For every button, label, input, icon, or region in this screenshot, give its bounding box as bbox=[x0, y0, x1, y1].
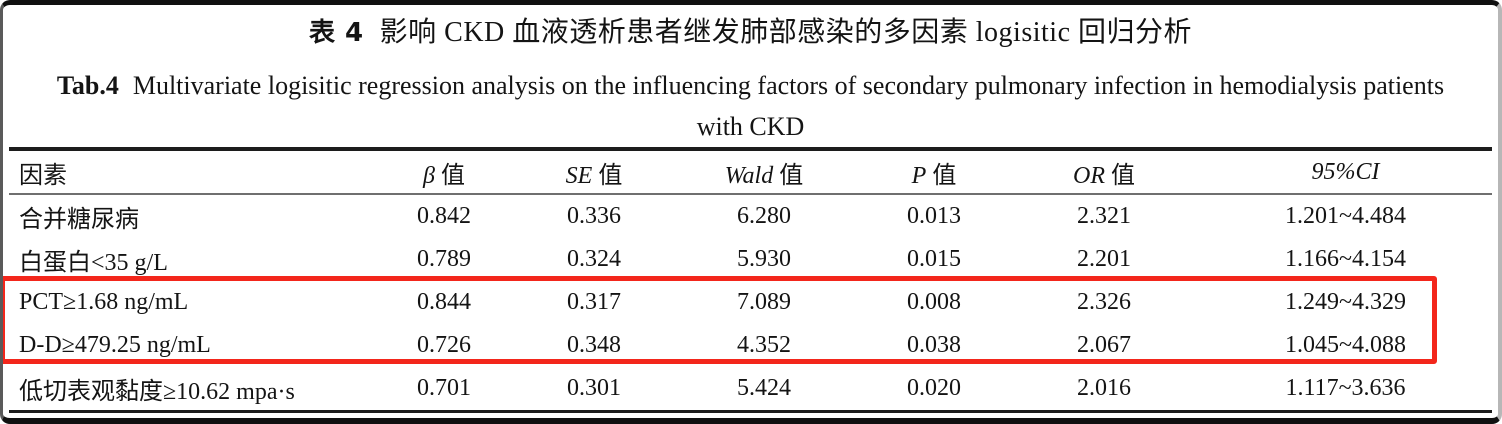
cell-se: 0.301 bbox=[567, 375, 621, 401]
column-header-beta-label: 值 bbox=[434, 162, 465, 189]
cell-ci: 1.201~4.484 bbox=[1285, 203, 1406, 229]
column-header-wald: Wald 值 bbox=[669, 149, 859, 195]
cell-se: 0.324 bbox=[567, 246, 621, 272]
column-header-se-symbol: SE bbox=[565, 162, 593, 189]
table-row: 白蛋白<35 g/L 0.789 0.324 5.930 0.015 2.201… bbox=[9, 238, 1492, 281]
column-header-ci-symbol: 95%CI bbox=[1311, 158, 1380, 185]
table-caption-en-text: Multivariate logisitic regression analys… bbox=[132, 71, 1445, 100]
column-header-or-label: 值 bbox=[1105, 162, 1135, 189]
table-number-zh: 表 4 bbox=[309, 18, 364, 48]
column-header-factor-label: 因素 bbox=[19, 162, 67, 189]
column-header-p-label: 值 bbox=[926, 162, 957, 189]
column-header-p: P 值 bbox=[859, 149, 1009, 195]
cell-p: 0.020 bbox=[907, 375, 961, 401]
cell-factor: PCT≥1.68 ng/mL bbox=[19, 289, 189, 315]
cell-p: 0.008 bbox=[907, 289, 961, 315]
column-header-ci: 95%CI bbox=[1199, 149, 1492, 195]
cell-or: 2.326 bbox=[1077, 289, 1131, 315]
cell-or: 2.067 bbox=[1077, 332, 1131, 358]
cell-wald: 4.352 bbox=[737, 332, 791, 358]
column-header-se: SE 值 bbox=[519, 149, 669, 195]
cell-beta: 0.726 bbox=[417, 332, 471, 358]
regression-table: 因素 β 值 SE 值 Wald 值 P 值 OR 值 95%CI 合并糖尿病 … bbox=[9, 147, 1492, 413]
cell-ci: 1.045~4.088 bbox=[1285, 332, 1406, 358]
cell-p: 0.015 bbox=[907, 246, 961, 272]
cell-factor: 低切表观黏度≥10.62 mpa·s bbox=[19, 379, 295, 405]
column-header-or: OR 值 bbox=[1009, 149, 1199, 195]
cell-ci: 1.249~4.329 bbox=[1285, 289, 1406, 315]
cell-beta: 0.701 bbox=[417, 375, 471, 401]
table-caption-en-line2: with CKD bbox=[696, 112, 805, 141]
table-caption-en: Tab.4 Multivariate logisitic regression a… bbox=[3, 71, 1498, 101]
column-header-se-label: 值 bbox=[592, 162, 623, 189]
table-row-highlighted: PCT≥1.68 ng/mL 0.844 0.317 7.089 0.008 2… bbox=[9, 281, 1492, 324]
column-header-or-symbol: OR bbox=[1073, 162, 1105, 189]
cell-or: 2.016 bbox=[1077, 375, 1131, 401]
cell-wald: 6.280 bbox=[737, 203, 791, 229]
table-row: 低切表观黏度≥10.62 mpa·s 0.701 0.301 5.424 0.0… bbox=[9, 367, 1492, 412]
column-header-factor: 因素 bbox=[9, 149, 369, 195]
cell-wald: 5.930 bbox=[737, 246, 791, 272]
column-header-p-symbol: P bbox=[911, 162, 927, 189]
table-header-row: 因素 β 值 SE 值 Wald 值 P 值 OR 值 95%CI bbox=[9, 149, 1492, 195]
column-header-wald-symbol: Wald bbox=[724, 162, 774, 189]
cell-beta: 0.842 bbox=[417, 203, 471, 229]
cell-or: 2.201 bbox=[1077, 246, 1131, 272]
cell-beta: 0.844 bbox=[417, 289, 471, 315]
cell-ci: 1.166~4.154 bbox=[1285, 246, 1406, 272]
column-header-beta: β 值 bbox=[369, 149, 519, 195]
cell-wald: 5.424 bbox=[737, 375, 791, 401]
cell-se: 0.336 bbox=[567, 203, 621, 229]
table-caption-zh: 表 4 影响 CKD 血液透析患者继发肺部感染的多因素 logisitic 回归分… bbox=[3, 17, 1498, 49]
cell-beta: 0.789 bbox=[417, 246, 471, 272]
table-number-en: Tab.4 bbox=[56, 71, 119, 100]
cell-p: 0.013 bbox=[907, 203, 961, 229]
cell-se: 0.348 bbox=[567, 332, 621, 358]
table-row-highlighted: D-D≥479.25 ng/mL 0.726 0.348 4.352 0.038… bbox=[9, 324, 1492, 367]
cell-p: 0.038 bbox=[907, 332, 961, 358]
cell-se: 0.317 bbox=[567, 289, 621, 315]
column-header-beta-symbol: β bbox=[423, 162, 435, 189]
cell-factor: D-D≥479.25 ng/mL bbox=[19, 332, 211, 358]
table-captions: 表 4 影响 CKD 血液透析患者继发肺部感染的多因素 logisitic 回归分… bbox=[3, 17, 1498, 142]
column-header-wald-label: 值 bbox=[773, 162, 804, 189]
table-row: 合并糖尿病 0.842 0.336 6.280 0.013 2.321 1.20… bbox=[9, 194, 1492, 238]
cell-factor: 白蛋白<35 g/L bbox=[19, 250, 168, 276]
cell-ci: 1.117~3.636 bbox=[1285, 375, 1406, 401]
cell-factor: 合并糖尿病 bbox=[19, 207, 139, 233]
table-caption-zh-text: 影响 CKD 血液透析患者继发肺部感染的多因素 logisitic 回归分析 bbox=[379, 17, 1192, 48]
cell-or: 2.321 bbox=[1077, 203, 1131, 229]
cell-wald: 7.089 bbox=[737, 289, 791, 315]
